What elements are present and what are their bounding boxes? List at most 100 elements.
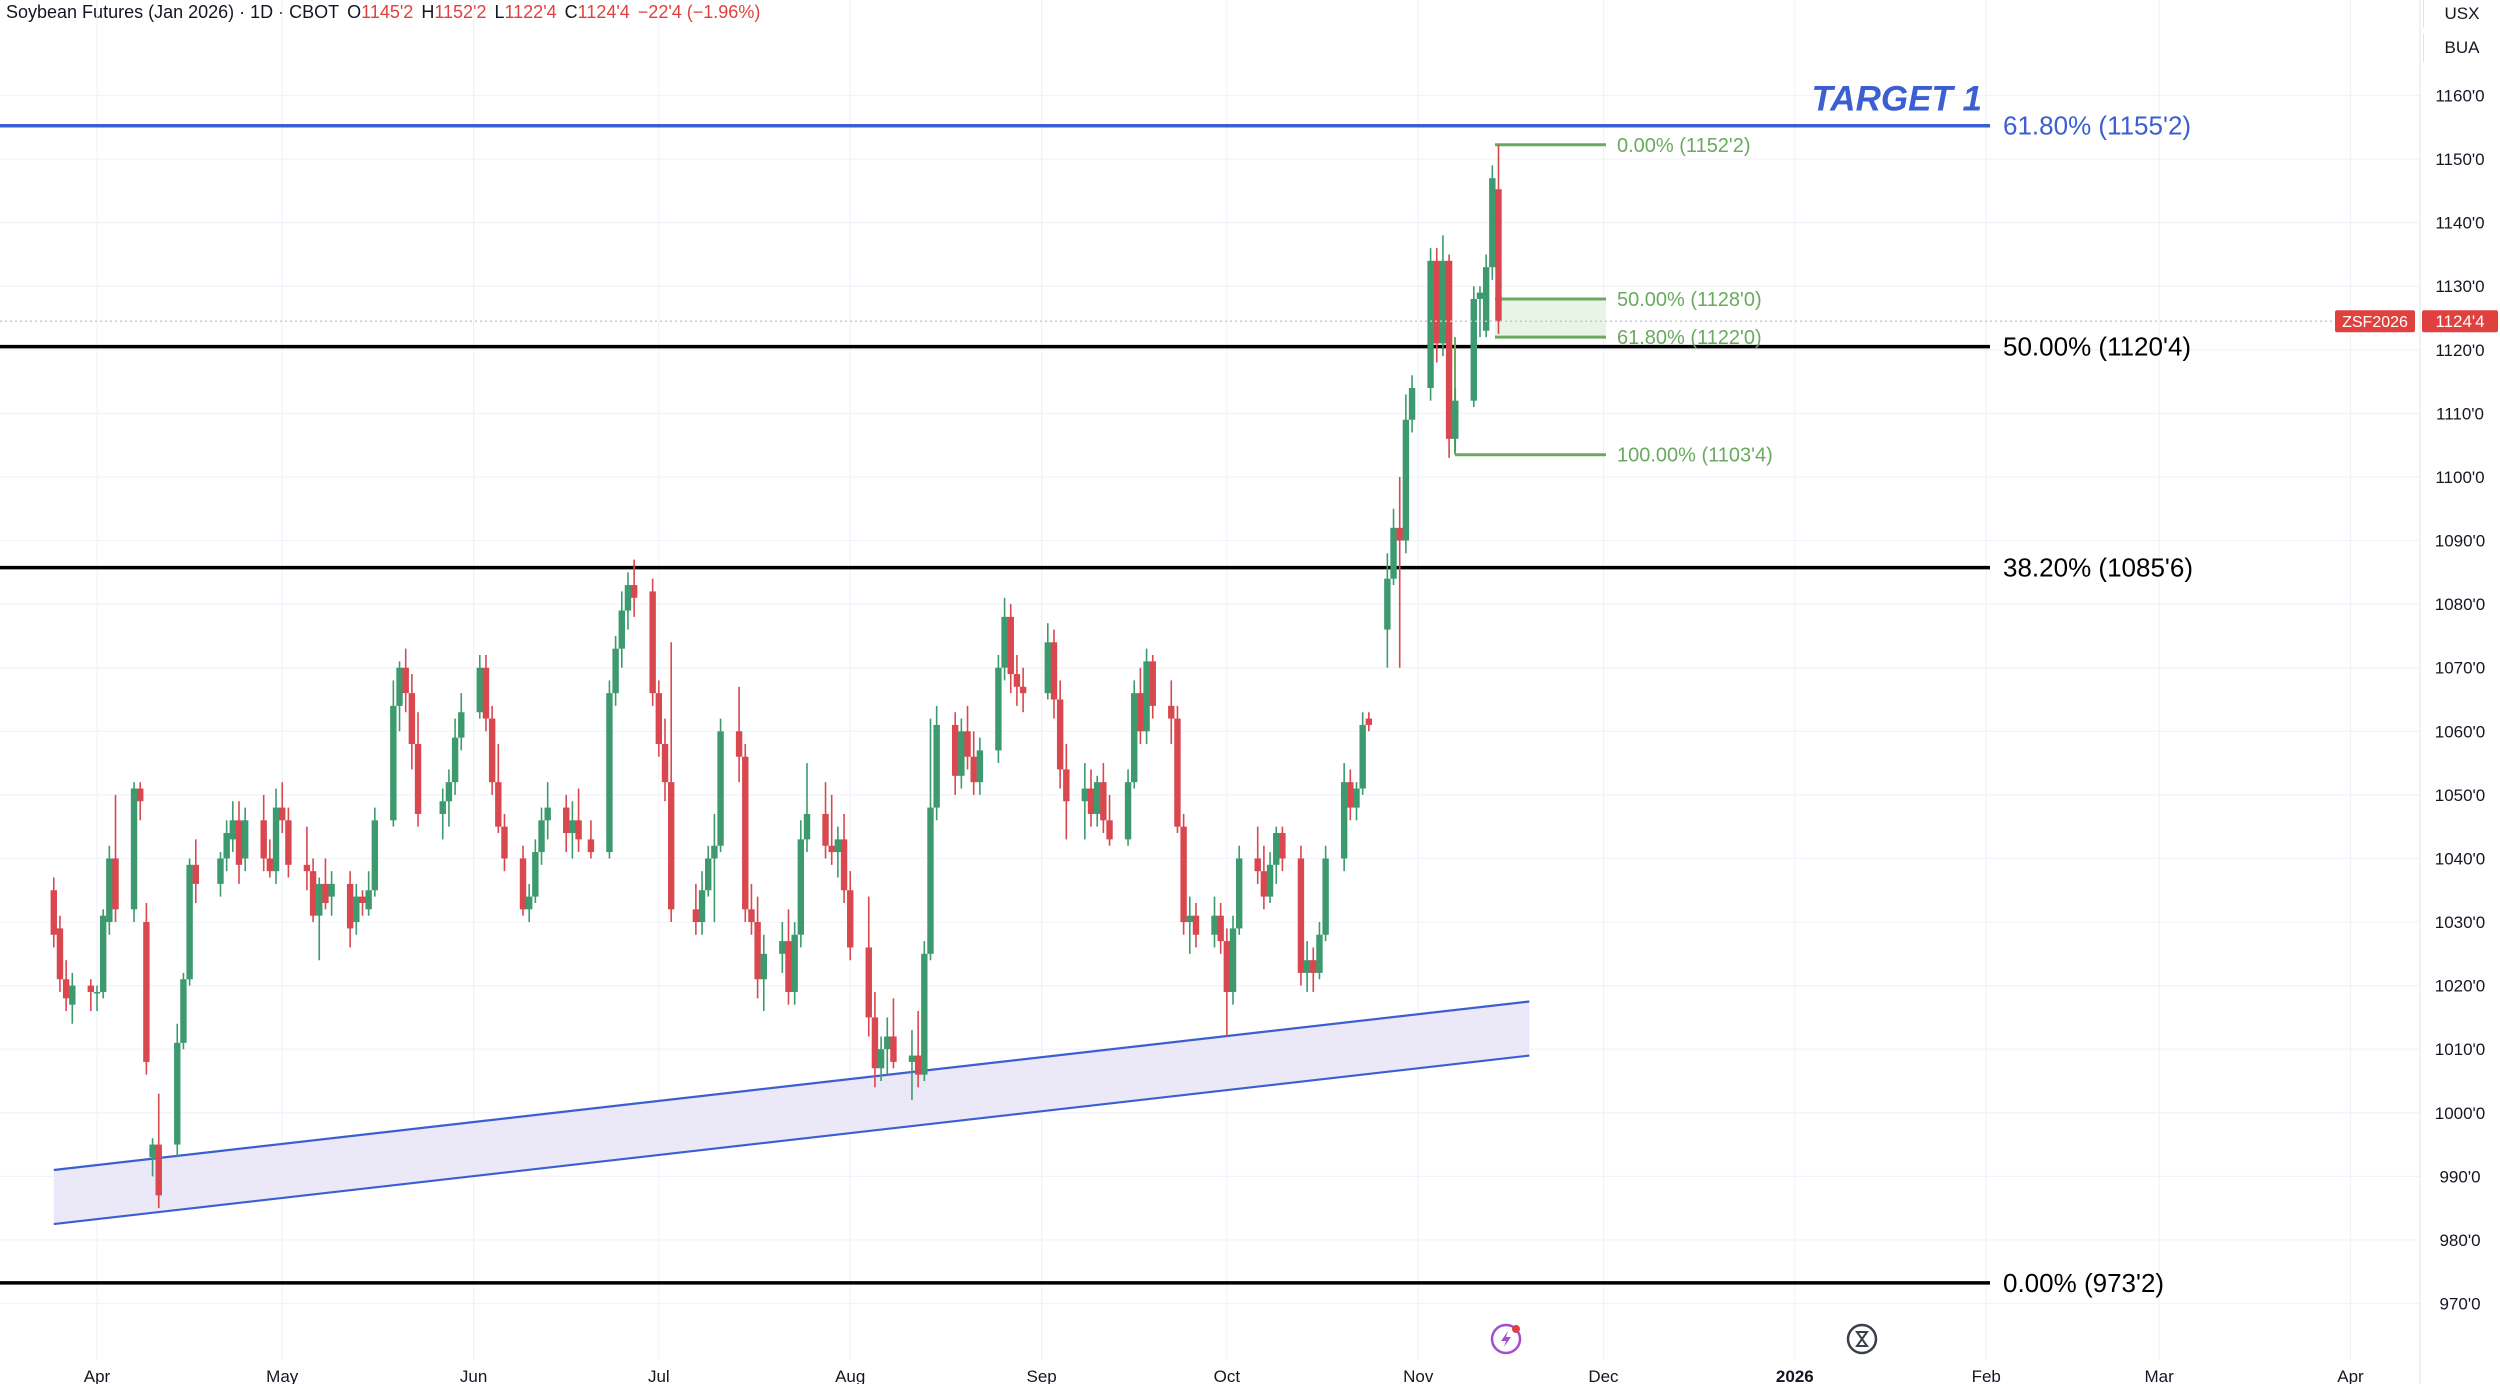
candle-body <box>346 883 354 929</box>
candle-body <box>1007 616 1014 675</box>
candle <box>62 960 70 1012</box>
candle-body <box>1316 934 1323 973</box>
candle <box>112 794 119 923</box>
open-value: 1145'2 <box>361 2 414 22</box>
candle-body <box>143 922 150 1062</box>
last-price-tag-bg <box>2422 310 2498 333</box>
candle-body <box>1303 960 1311 973</box>
candle-body <box>1001 616 1008 668</box>
candle-body <box>927 807 934 954</box>
lightning-icon[interactable] <box>1490 1323 1522 1355</box>
candle <box>544 782 551 840</box>
candle <box>359 890 366 916</box>
candle <box>618 591 625 668</box>
candle <box>1365 712 1373 732</box>
candle <box>1180 813 1187 935</box>
candle-body <box>1408 387 1416 420</box>
candle <box>1433 248 1440 363</box>
candle <box>828 794 835 865</box>
candle <box>1402 394 1410 554</box>
candle-body <box>1093 782 1101 814</box>
candle-body <box>445 782 453 802</box>
candle <box>563 794 570 853</box>
candle-body <box>865 947 872 1018</box>
target-label: TARGET 1 <box>1812 80 1982 119</box>
candle-body <box>532 852 539 897</box>
candle <box>87 979 95 1012</box>
candle <box>711 813 718 923</box>
candle <box>402 648 409 713</box>
candle-body <box>408 693 416 745</box>
candle-body <box>618 610 625 649</box>
candle <box>698 871 706 935</box>
candle-body <box>1396 527 1403 541</box>
price-axis-label: 1030'0 <box>2435 913 2486 932</box>
candle <box>649 578 656 706</box>
candle-body <box>1186 915 1193 923</box>
fib-short-label: 0.00% (1152'2) <box>1617 135 1751 157</box>
candle <box>1044 623 1051 700</box>
candle <box>785 909 792 1005</box>
candle-body <box>519 858 527 910</box>
candle <box>1396 476 1403 668</box>
candle <box>1254 826 1261 884</box>
candle-body <box>785 941 792 992</box>
candle <box>1174 705 1181 834</box>
candle <box>279 782 286 834</box>
candle-body <box>359 896 366 903</box>
candle <box>316 877 323 961</box>
candle-body <box>390 705 397 821</box>
channel-upper-line <box>53 1000 1530 1172</box>
candle-body <box>970 756 977 783</box>
candle-body <box>1106 820 1113 840</box>
candle <box>1137 667 1144 745</box>
candle-body <box>1310 960 1317 973</box>
candle <box>1310 947 1317 992</box>
candle-body <box>1217 915 1224 942</box>
candle <box>1445 254 1453 458</box>
candle-body <box>661 744 669 783</box>
candle-body <box>569 820 576 834</box>
quantity-unit-button[interactable]: BUA <box>2423 34 2500 62</box>
candle-body <box>1322 858 1329 935</box>
candle <box>143 902 150 1075</box>
candle <box>458 693 465 751</box>
candle-body <box>711 845 718 859</box>
candle <box>575 788 582 853</box>
candle-body <box>501 826 508 859</box>
hourglass-icon[interactable] <box>1846 1323 1878 1355</box>
price-axis-label: 970'0 <box>2439 1295 2480 1314</box>
candle-body <box>951 724 959 776</box>
candle-body <box>402 667 409 694</box>
candle <box>655 680 663 757</box>
candle <box>303 826 311 891</box>
candle-body <box>1482 267 1490 331</box>
candle-body <box>630 585 638 598</box>
candle <box>1340 763 1348 872</box>
candle <box>50 877 57 948</box>
candle-body <box>1019 686 1027 694</box>
lightning-icon-bolt <box>1501 1331 1511 1347</box>
time-axis-label: Apr <box>84 1367 111 1384</box>
candle <box>1482 254 1490 338</box>
candle <box>951 712 959 795</box>
candle-body <box>396 667 403 706</box>
candle-body <box>62 979 70 999</box>
candle-body <box>884 1036 891 1050</box>
candle-body <box>1124 782 1132 840</box>
candle <box>525 883 533 923</box>
candle-body <box>1254 858 1261 872</box>
candle-body <box>155 1144 162 1196</box>
candle-body <box>93 991 101 994</box>
candle-body <box>50 890 57 935</box>
candle <box>1100 763 1107 834</box>
candle-body <box>538 820 545 853</box>
candle-body <box>1192 915 1200 935</box>
price-axis-label: 1120'0 <box>2435 341 2484 360</box>
candle-body <box>649 591 656 694</box>
candle <box>1408 375 1416 433</box>
candle <box>272 788 280 884</box>
currency-unit-button[interactable]: USX <box>2423 0 2500 28</box>
candle-body <box>958 731 965 776</box>
